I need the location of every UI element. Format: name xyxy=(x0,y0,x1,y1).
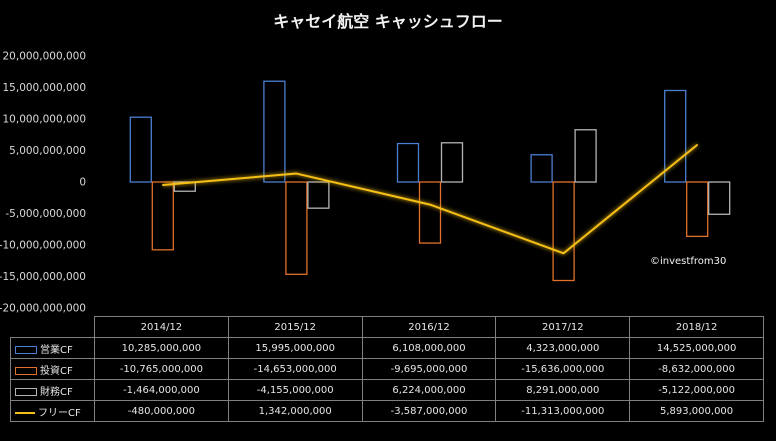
legend-key-financing-cf xyxy=(15,387,37,396)
table-cell: -11,313,000,000 xyxy=(495,400,631,422)
series-name: 財務CF xyxy=(40,386,73,398)
table-corner-cell xyxy=(10,316,95,338)
line-free-cf xyxy=(162,144,698,255)
y-tick-label: -5,000,000,000 xyxy=(5,208,86,220)
category-header: 2018/12 xyxy=(629,316,764,338)
category-header: 2015/12 xyxy=(227,316,363,338)
legend-key-investing-cf xyxy=(15,366,37,375)
table-cell: -15,636,000,000 xyxy=(495,358,631,380)
y-tick-label: 15,000,000,000 xyxy=(3,82,87,94)
table-cell: -4,155,000,000 xyxy=(227,379,363,401)
chart-title: キャセイ航空 キャッシュフロー xyxy=(273,12,503,31)
y-tick-label: 5,000,000,000 xyxy=(9,145,86,157)
table-cell: -3,587,000,000 xyxy=(361,400,497,422)
table-row: 財務CF -1,464,000,000 -4,155,000,000 6,224… xyxy=(10,379,764,401)
bar-operating-cf xyxy=(263,80,286,183)
table-row: フリーCF -480,000,000 1,342,000,000 -3,587,… xyxy=(10,400,764,422)
table-row: 投資CF -10,765,000,000 -14,653,000,000 -9,… xyxy=(10,358,764,380)
table-cell: -5,122,000,000 xyxy=(629,379,764,401)
table-cell: -8,632,000,000 xyxy=(629,358,764,380)
line-point-free-cf xyxy=(562,252,565,255)
line-point-free-cf xyxy=(696,144,698,146)
line-series-group xyxy=(162,144,698,255)
bar-financing-cf xyxy=(574,129,597,183)
category-header: 2016/12 xyxy=(361,316,497,338)
bar-operating-cf xyxy=(664,89,687,183)
series-name: 投資CF xyxy=(40,365,73,377)
table-cell: 8,291,000,000 xyxy=(495,379,631,401)
line-point-free-cf xyxy=(162,184,164,186)
bar-investing-cf xyxy=(151,181,174,251)
y-tick-label: 20,000,000,000 xyxy=(3,51,87,63)
data-table: 2014/12 2015/12 2016/12 2017/12 2018/12 … xyxy=(10,316,764,422)
y-tick-label: -20,000,000,000 xyxy=(0,303,86,315)
bar-operating-cf xyxy=(129,116,152,183)
table-cell: -10,765,000,000 xyxy=(94,358,229,380)
table-cell: 15,995,000,000 xyxy=(227,337,363,359)
category-header: 2014/12 xyxy=(94,316,229,338)
table-cell: 10,285,000,000 xyxy=(94,337,229,359)
table-cell: -1,464,000,000 xyxy=(94,379,229,401)
y-tick-label: 10,000,000,000 xyxy=(3,114,87,126)
credit-annotation: ©investfrom30 xyxy=(650,256,726,267)
bar-investing-cf xyxy=(686,181,709,238)
bar-series-group xyxy=(129,80,731,282)
bar-operating-cf xyxy=(530,154,553,183)
table-row: 営業CF 10,285,000,000 15,995,000,000 6,108… xyxy=(10,337,764,359)
bar-investing-cf xyxy=(552,181,575,282)
table-cell: -480,000,000 xyxy=(94,400,229,422)
bar-financing-cf xyxy=(708,181,731,215)
legend-entry-free-cf: フリーCF xyxy=(10,400,95,422)
bar-financing-cf xyxy=(173,181,196,192)
category-header: 2017/12 xyxy=(495,316,631,338)
table-cell: 6,108,000,000 xyxy=(361,337,497,359)
series-name: 営業CF xyxy=(40,344,73,356)
bar-investing-cf xyxy=(285,181,308,275)
bar-financing-cf xyxy=(307,181,330,209)
legend-entry-investing-cf: 投資CF xyxy=(10,358,95,380)
y-tick-label: 0 xyxy=(79,177,86,189)
table-header-row: 2014/12 2015/12 2016/12 2017/12 2018/12 xyxy=(10,316,764,338)
legend-entry-operating-cf: 営業CF xyxy=(10,337,95,359)
chart-plot-area: キャセイ航空 キャッシュフロー 20,000,000,000 15,000,000… xyxy=(0,12,731,315)
legend-key-operating-cf xyxy=(15,345,37,354)
table-cell: 5,893,000,000 xyxy=(629,400,764,422)
y-axis: 20,000,000,000 15,000,000,000 10,000,000,0… xyxy=(0,51,86,315)
table-cell: 4,323,000,000 xyxy=(495,337,631,359)
legend-key-free-cf xyxy=(15,411,35,414)
table-cell: -14,653,000,000 xyxy=(227,358,363,380)
y-tick-label: -15,000,000,000 xyxy=(0,271,86,283)
table-cell: -9,695,000,000 xyxy=(361,358,497,380)
legend-entry-financing-cf: 財務CF xyxy=(10,379,95,401)
line-point-free-cf xyxy=(295,172,298,175)
table-cell: 1,342,000,000 xyxy=(227,400,363,422)
bar-operating-cf xyxy=(396,142,420,183)
series-name: フリーCF xyxy=(38,407,81,419)
line-point-free-cf xyxy=(429,203,431,206)
bar-investing-cf xyxy=(418,181,442,244)
table-cell: 14,525,000,000 xyxy=(629,337,764,359)
y-tick-label: -10,000,000,000 xyxy=(0,240,86,252)
bar-financing-cf xyxy=(440,142,464,183)
table-cell: 6,224,000,000 xyxy=(361,379,497,401)
